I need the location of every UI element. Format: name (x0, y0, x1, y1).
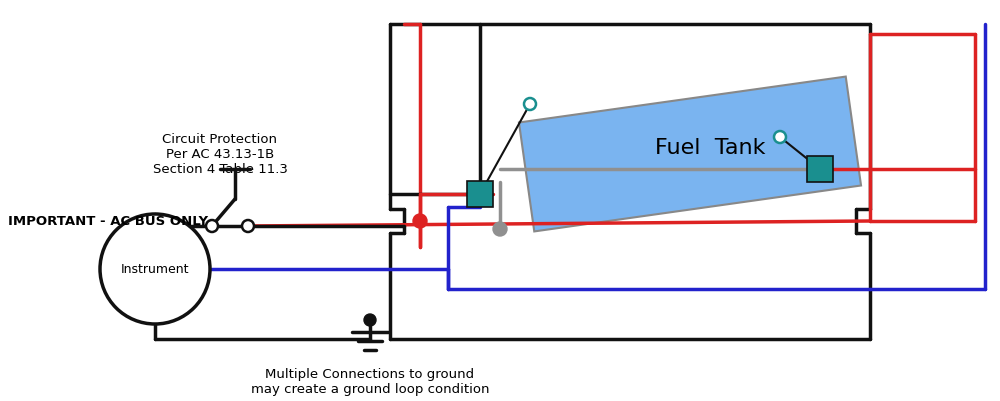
Text: Fuel  Tank: Fuel Tank (655, 138, 765, 158)
Text: IMPORTANT - AC BUS ONLY: IMPORTANT - AC BUS ONLY (8, 215, 208, 228)
Polygon shape (519, 77, 861, 232)
Circle shape (364, 314, 376, 326)
Circle shape (493, 223, 507, 237)
Circle shape (242, 221, 254, 233)
Circle shape (413, 215, 427, 229)
Text: Multiple Connections to ground
may create a ground loop condition: Multiple Connections to ground may creat… (251, 367, 489, 395)
Text: Instrument: Instrument (121, 263, 189, 276)
Circle shape (206, 221, 218, 233)
Circle shape (524, 99, 536, 111)
Circle shape (774, 132, 786, 144)
Circle shape (100, 215, 210, 324)
Text: Circuit Protection
Per AC 43.13-1B
Section 4 Table 11.3: Circuit Protection Per AC 43.13-1B Secti… (153, 133, 287, 176)
Bar (807, 157, 833, 182)
Bar (467, 182, 493, 207)
